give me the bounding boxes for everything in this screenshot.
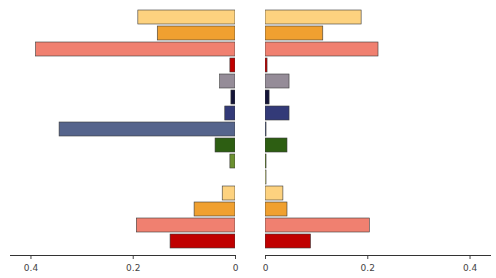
- svg-text:0.2: 0.2: [126, 263, 140, 273]
- svg-text:0.2: 0.2: [361, 263, 375, 273]
- svg-text:0: 0: [263, 263, 269, 273]
- svg-text:0.4: 0.4: [463, 263, 478, 273]
- svg-text:0.4: 0.4: [24, 263, 39, 273]
- svg-text:0: 0: [233, 263, 239, 273]
